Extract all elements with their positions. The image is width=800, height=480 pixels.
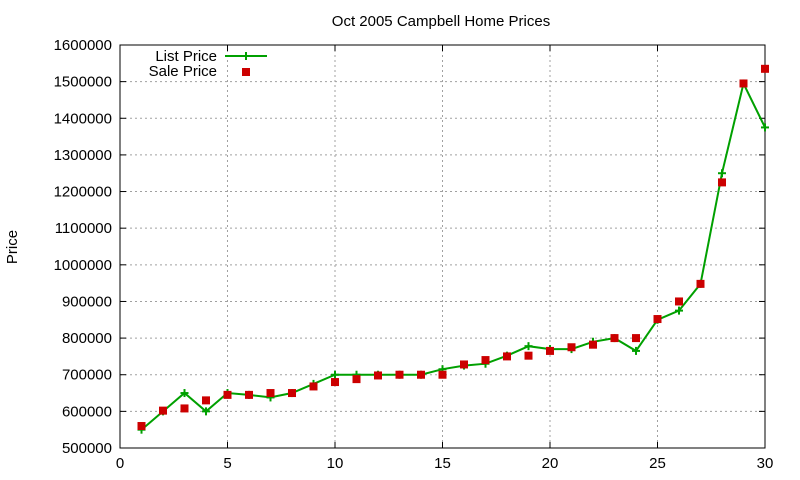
sale-price-point — [632, 334, 640, 343]
y-axis-label: Price — [4, 230, 21, 264]
y-tick-label: 600000 — [62, 403, 112, 420]
y-tick-label: 1100000 — [55, 220, 112, 237]
series-layer — [137, 64, 769, 434]
sale-price-point — [159, 406, 167, 415]
sale-price-point — [137, 422, 146, 431]
sale-price-point — [266, 389, 275, 398]
y-tick-label: 700000 — [62, 367, 112, 384]
legend: List Price Sale Price — [149, 48, 267, 80]
sale-price-point — [503, 352, 511, 361]
list-price-point — [331, 370, 339, 379]
sale-price-point — [202, 396, 210, 405]
y-tick-label: 1500000 — [54, 74, 112, 91]
sale-price-point — [546, 346, 554, 355]
list-price-point — [180, 389, 189, 398]
x-tick-label: 10 — [327, 455, 344, 472]
sale-price-point — [589, 340, 597, 349]
list-price-point — [761, 123, 769, 132]
list-price-point — [202, 407, 210, 416]
y-tick-label: 900000 — [62, 293, 112, 310]
sale-price-point — [180, 404, 189, 413]
sale-price-point — [331, 378, 339, 387]
y-tick-label: 1600000 — [54, 37, 112, 54]
legend-label-list-price: List Price — [155, 48, 217, 65]
sale-price-point — [696, 279, 705, 288]
sale-price-point — [675, 297, 683, 306]
sale-price-point — [567, 343, 576, 352]
sale-price-point — [395, 370, 404, 379]
chart-title: Oct 2005 Campbell Home Prices — [332, 13, 550, 30]
sale-price-point — [288, 389, 296, 398]
sale-price-point — [761, 64, 769, 73]
grid-layer — [120, 45, 765, 448]
x-tick-label: 5 — [223, 455, 231, 472]
sale-price-point — [352, 375, 361, 384]
x-tick-label: 0 — [116, 455, 124, 472]
sale-price-point — [524, 351, 533, 360]
sale-price-point — [223, 390, 232, 399]
y-tick-label: 800000 — [62, 330, 112, 347]
sale-price-point — [460, 360, 468, 369]
sale-price-point — [653, 315, 662, 324]
list-price-point — [524, 342, 533, 351]
y-tick-label: 1400000 — [54, 110, 112, 127]
sale-price-point — [718, 178, 726, 187]
x-tick-label: 15 — [434, 455, 451, 472]
x-tick-label: 20 — [542, 455, 559, 472]
y-tick-label: 1200000 — [54, 184, 112, 201]
sale-price-point — [610, 334, 619, 343]
sale-price-point — [417, 370, 425, 379]
y-tick-label: 1000000 — [54, 257, 112, 274]
sale-price-point — [374, 371, 382, 380]
list-price-point — [632, 346, 640, 355]
x-tick-label: 30 — [757, 455, 774, 472]
list-price-point — [675, 306, 683, 315]
list-price-point — [718, 169, 726, 178]
x-tick-label: 25 — [649, 455, 666, 472]
list-price-line — [140, 80, 766, 431]
y-tick-label: 1300000 — [54, 147, 112, 164]
sale-price-point — [739, 79, 748, 88]
sale-price-point — [309, 382, 318, 391]
ticks-layer: 500000 600000 700000 800000 900000 1000000 110… — [54, 37, 774, 472]
sale-price-point — [481, 356, 490, 365]
sale-price-point — [245, 390, 253, 399]
sale-price-point — [438, 370, 447, 379]
y-tick-label: 500000 — [62, 440, 112, 457]
legend-sale-price-marker — [242, 68, 250, 76]
legend-label-sale-price: Sale Price — [149, 63, 217, 80]
